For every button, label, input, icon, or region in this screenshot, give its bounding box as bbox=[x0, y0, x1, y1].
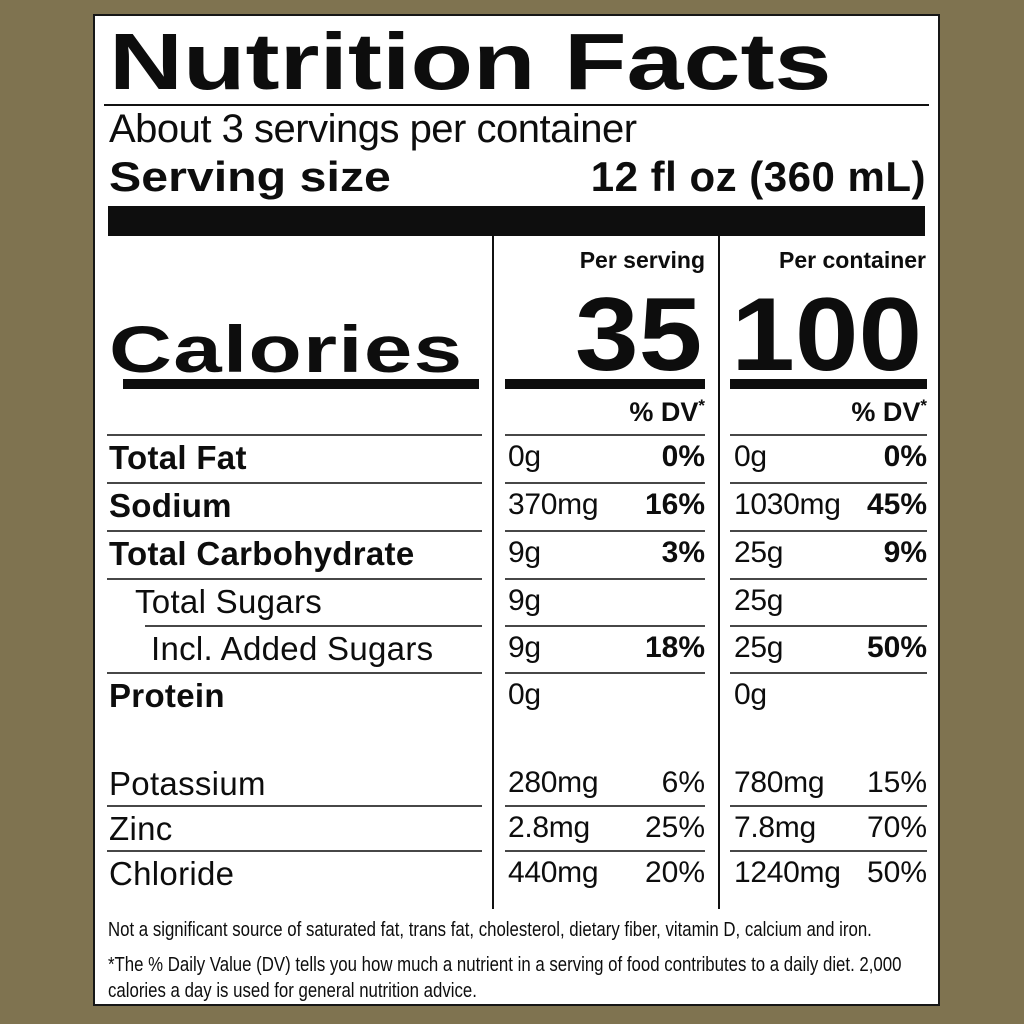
calories-underline-row bbox=[95, 376, 938, 390]
nutrition-table: Per serving Per container Calories 35 1 bbox=[95, 236, 938, 909]
column-divider bbox=[718, 276, 720, 376]
footnote-daily-value-line2: calories a day is used for general nutri… bbox=[108, 980, 477, 1002]
separator-bar bbox=[505, 724, 705, 758]
footnote-not-significant: Not a significant source of saturated fa… bbox=[108, 919, 872, 941]
servings-per-container: About 3 servings per container bbox=[109, 107, 637, 151]
dv-header-per-container: % DV* bbox=[851, 396, 927, 427]
dv-header-per-serving: % DV* bbox=[629, 396, 705, 427]
column-divider bbox=[718, 236, 720, 276]
serving-size-row: Serving size 12 fl oz (360 mL) bbox=[109, 156, 926, 198]
column-divider bbox=[492, 236, 494, 276]
footnote-daily-value-line1: *The % Daily Value (DV) tells you how mu… bbox=[108, 954, 902, 976]
serving-size-value: 12 fl oz (360 mL) bbox=[590, 153, 926, 200]
table-row-chloride: Chloride 440mg 20% 1240mg 50% bbox=[95, 850, 938, 895]
footnote-daily-value: *The % Daily Value (DV) tells you how mu… bbox=[108, 952, 902, 1004]
calories-bar bbox=[123, 379, 479, 389]
column-header-row: Per serving Per container bbox=[95, 236, 938, 276]
calories-bar bbox=[505, 379, 705, 389]
bottom-bar-row bbox=[95, 895, 938, 909]
separator-bar bbox=[730, 724, 927, 758]
title-divider bbox=[104, 104, 929, 106]
table-row-total-sugars: Total Sugars 9g 25g bbox=[95, 578, 938, 625]
label-title: Nutrition Facts bbox=[109, 17, 832, 106]
bottom-bar bbox=[505, 895, 705, 908]
section-bar-top bbox=[108, 206, 925, 236]
per-container-header: Per container bbox=[779, 247, 926, 273]
table-row-potassium: Potassium 280mg 6% 780mg 15% bbox=[95, 760, 938, 805]
table-row-total-fat: Total Fat 0g 0% 0g 0% bbox=[95, 434, 938, 482]
calories-bar bbox=[730, 379, 927, 389]
calories-per-serving: 35 bbox=[575, 276, 703, 393]
minerals-separator-row bbox=[95, 724, 938, 760]
bottom-bar bbox=[123, 895, 479, 908]
footnotes: Not a significant source of saturated fa… bbox=[108, 917, 938, 1004]
per-serving-header: Per serving bbox=[579, 247, 705, 273]
separator-bar bbox=[123, 724, 479, 758]
column-divider bbox=[492, 276, 494, 376]
dv-header-row: % DV* % DV* bbox=[95, 390, 938, 434]
table-row-protein: Protein 0g 0g bbox=[95, 672, 938, 724]
bottom-bar bbox=[730, 895, 927, 908]
nutrition-facts-label: Nutrition Facts About 3 servings per con… bbox=[93, 14, 940, 1006]
table-row-sodium: Sodium 370mg 16% 1030mg 45% bbox=[95, 482, 938, 530]
calories-per-container: 100 bbox=[731, 276, 923, 393]
table-row-added-sugars: Incl. Added Sugars 9g 18% 25g 50% bbox=[95, 625, 938, 672]
column-header-spacer bbox=[95, 236, 492, 276]
calories-label: Calories bbox=[109, 311, 464, 386]
serving-size-label: Serving size bbox=[109, 153, 391, 200]
calories-row: Calories 35 100 bbox=[95, 276, 938, 393]
table-row-total-carbohydrate: Total Carbohydrate 9g 3% 25g 9% bbox=[95, 530, 938, 578]
table-row-zinc: Zinc 2.8mg 25% 7.8mg 70% bbox=[95, 805, 938, 850]
